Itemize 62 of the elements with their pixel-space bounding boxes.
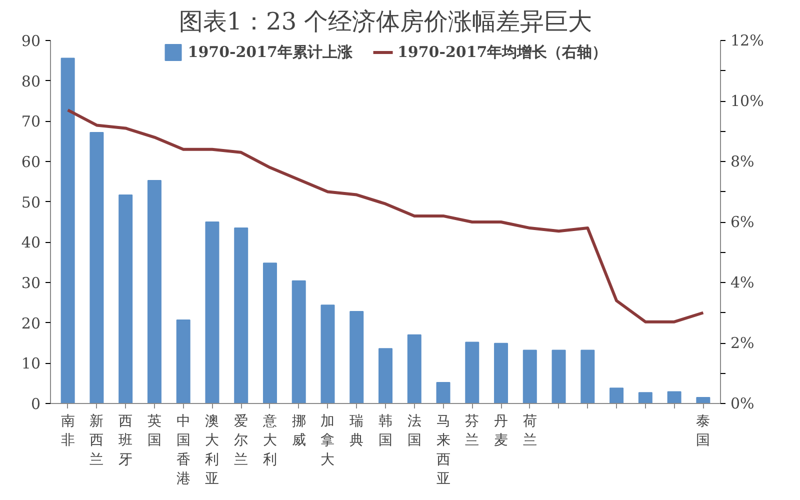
legend-label: 1970-2017年累计上涨 <box>188 42 352 62</box>
bar <box>90 132 104 404</box>
y-tick-label: 0 <box>30 395 41 413</box>
legend-label: 1970-2017年均增长（右轴） <box>398 42 608 62</box>
y-tick-label: 30 <box>21 274 41 292</box>
line-series <box>66 108 705 324</box>
bar <box>234 228 248 404</box>
y2-tick-label: 12% <box>730 32 764 50</box>
x-tick-label: 中国香港 <box>176 414 190 488</box>
y-tick-label: 20 <box>21 314 41 332</box>
y-tick-label: 50 <box>21 193 41 212</box>
y-tick-label: 70 <box>21 112 41 131</box>
y-tick-label: 80 <box>21 72 41 90</box>
y2-tick-label: 6% <box>730 213 754 231</box>
x-tick-label: 加拿大 <box>320 414 335 468</box>
y2-tick-label: 2% <box>730 334 754 352</box>
bar <box>580 350 595 404</box>
chart-title: 图表1：23 个经济体房价涨幅差异巨大 <box>178 8 592 36</box>
bar <box>667 391 682 404</box>
bar <box>465 342 480 404</box>
bar <box>522 350 537 404</box>
x-tick-label: 瑞典 <box>350 414 364 449</box>
bar <box>205 222 220 404</box>
bar <box>292 280 306 404</box>
bar <box>60 58 75 404</box>
y2-tick-label: 4% <box>730 274 754 292</box>
y-tick-label: 60 <box>21 153 41 171</box>
y2-tick-label: 0% <box>730 394 754 412</box>
bar <box>552 350 566 404</box>
x-tick-label: 西班牙 <box>118 414 133 468</box>
bar <box>494 342 508 404</box>
x-tick-label: 英国 <box>147 414 162 449</box>
bar <box>610 388 624 404</box>
x-tick-label: 泰国 <box>696 414 710 449</box>
bar <box>696 396 710 404</box>
x-tick-label: 法国 <box>407 414 422 449</box>
bar <box>638 392 652 404</box>
x-tick-label: 澳大利亚 <box>205 414 220 488</box>
bar <box>147 180 162 404</box>
bar <box>320 304 335 404</box>
bar <box>262 262 277 404</box>
y2-tick-label: 8% <box>730 152 754 170</box>
x-tick-label: 芬兰 <box>465 414 480 449</box>
x-tick-label: 荷兰 <box>522 414 537 449</box>
y-tick-label: 40 <box>21 234 41 252</box>
x-tick-label: 丹麦 <box>494 414 508 449</box>
bar <box>350 311 364 404</box>
bar <box>176 320 190 404</box>
y-tick-label: 90 <box>21 32 41 50</box>
x-tick-label: 挪威 <box>292 414 306 449</box>
y-tick-label: 10 <box>21 354 41 373</box>
x-tick-label: 意大利 <box>262 414 277 468</box>
x-tick-label: 韩国 <box>378 414 392 449</box>
y2-tick-label: 10% <box>730 92 764 110</box>
bar <box>118 194 133 404</box>
x-tick-label: 新西兰 <box>90 414 104 468</box>
x-tick-label: 马来西亚 <box>436 414 450 488</box>
x-tick-label: 南非 <box>60 414 75 449</box>
bar <box>436 382 450 404</box>
bar <box>378 348 392 404</box>
x-tick-label: 爱尔兰 <box>234 414 248 468</box>
bar <box>407 334 422 404</box>
